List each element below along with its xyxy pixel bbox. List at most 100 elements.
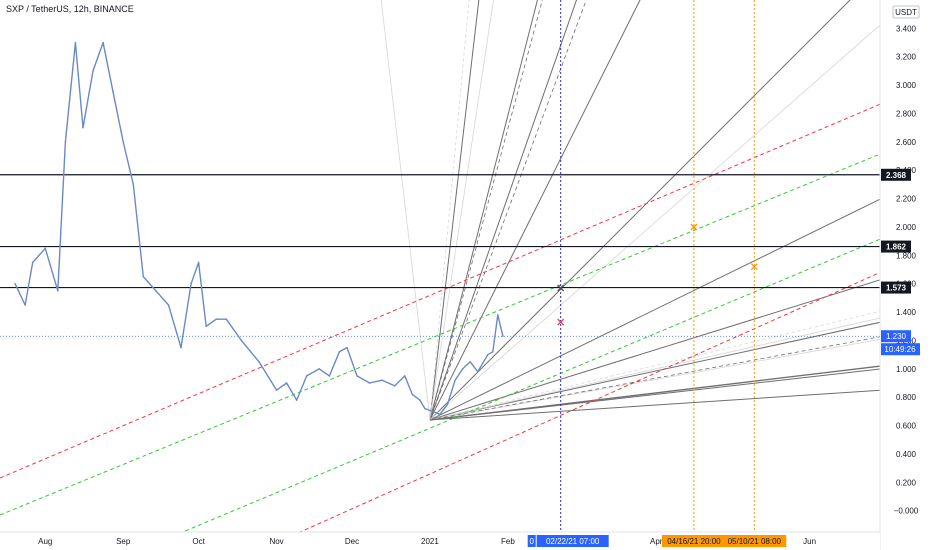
fan-line [429, 0, 641, 421]
symbol-title: SXP / TetherUS, 12h, BINANCE [6, 4, 134, 14]
countdown-label: 10:49:26 [884, 345, 916, 354]
fan-line [429, 386, 932, 421]
fan-line [429, 310, 932, 421]
price-point [74, 41, 77, 44]
price-point [439, 413, 441, 416]
x-tick-label: Sep [116, 537, 131, 546]
cross-marker [557, 318, 565, 326]
price-point [492, 351, 494, 353]
y-tick-label: 2.600 [896, 138, 917, 147]
fan-line [429, 0, 494, 420]
current-price-label: 1.230 [886, 332, 907, 341]
price-point [454, 379, 456, 382]
price-point [180, 346, 182, 349]
currency-box[interactable] [892, 5, 920, 19]
time-axis[interactable] [0, 532, 880, 550]
time-tag-label: 05/10/21 08:00 [728, 537, 782, 546]
level-price-tag [881, 240, 911, 253]
price-point [295, 399, 298, 401]
current-price-tag [881, 330, 911, 343]
y-tick-label: 1.800 [896, 251, 917, 260]
level-price-tag [881, 281, 911, 294]
x-tick-label: Jun [803, 537, 816, 546]
price-point [102, 41, 104, 44]
price-point [197, 261, 200, 264]
price-point [225, 318, 228, 321]
price-point [82, 126, 84, 129]
price-point [338, 351, 341, 353]
fan-light-dashed-line [429, 0, 470, 420]
x-tick-label: Oct [192, 537, 205, 546]
x-tick-label: Aug [38, 537, 52, 546]
green-trend-line [139, 234, 891, 550]
level-price-label: 1.573 [886, 284, 907, 293]
price-point [240, 339, 243, 342]
y-tick-label: 1.000 [896, 365, 917, 374]
price-series-line[interactable] [14, 41, 504, 415]
level-price-tag [881, 168, 911, 181]
red-trend-line [259, 267, 891, 550]
time-tag [536, 535, 609, 547]
price-point [64, 141, 67, 143]
price-point [476, 370, 479, 373]
countdown-tag [881, 343, 920, 356]
x-tick-label: Nov [269, 537, 283, 546]
price-point [14, 282, 16, 285]
cross-marker [750, 263, 758, 271]
price-point [122, 141, 124, 143]
price-point [112, 91, 114, 94]
price-point [215, 318, 218, 321]
time-tag-label: 0 [529, 537, 534, 546]
y-tick-label: 0.800 [896, 393, 917, 402]
cross-marker [690, 223, 698, 231]
fan-base-line [429, 364, 891, 421]
price-point [92, 70, 94, 72]
y-tick-label: 2.800 [896, 109, 917, 118]
fan-light-dashed-line [429, 298, 932, 421]
y-tick-label: 3.400 [896, 24, 917, 33]
price-point [346, 346, 348, 349]
price-point [258, 360, 260, 363]
y-tick-label: 0.200 [896, 478, 917, 487]
price-point [424, 407, 426, 410]
price-axis[interactable] [880, 0, 932, 550]
level-price-label: 1.862 [886, 243, 907, 252]
fan-line [429, 263, 932, 421]
price-point [31, 261, 34, 264]
price-point [356, 375, 358, 377]
price-point [155, 290, 157, 292]
y-tick-label: 3.200 [896, 53, 917, 62]
fan-dashed-line [429, 326, 932, 421]
y-tick-label: 2.000 [896, 223, 917, 232]
y-tick-label: 2.200 [896, 195, 917, 204]
fan-line [429, 0, 851, 421]
fan-line [429, 173, 932, 421]
price-point [446, 403, 449, 406]
time-tag [722, 535, 787, 547]
time-tag-label: 02/22/21 07:00 [546, 537, 600, 546]
cross-marker [557, 284, 565, 292]
time-tag-label: 04/16/21 20:00 [667, 537, 721, 546]
price-point [393, 385, 396, 387]
price-point [486, 353, 489, 356]
price-point [132, 183, 135, 186]
x-tick-label: Feb [501, 537, 515, 546]
time-tag [661, 535, 726, 547]
price-point [431, 410, 434, 413]
price-point [461, 368, 464, 370]
y-tick-label: −0.000 [894, 507, 919, 516]
price-point [167, 304, 170, 306]
price-point [275, 389, 278, 391]
time-tag [527, 535, 536, 547]
fan-line [380, 0, 431, 420]
price-point [381, 379, 383, 382]
y-tick-label: 0.600 [896, 422, 917, 431]
price-point [318, 368, 321, 370]
price-point [205, 325, 207, 328]
price-point [142, 275, 145, 278]
price-point [44, 247, 47, 250]
x-tick-label: Dec [345, 537, 359, 546]
price-point [469, 360, 471, 363]
